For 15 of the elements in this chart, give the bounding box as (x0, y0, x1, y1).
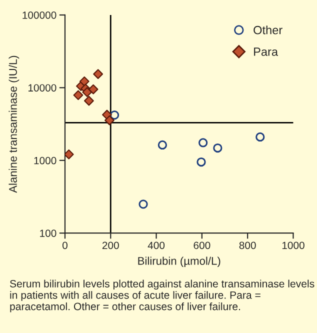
y-tick-label: 1000 (34, 156, 56, 164)
text: Serum bilirubin levels plotted against alanine transaminase levels in patients with all causes of acute liver failure. Para = paracetamol. Other = other causes of liver failure. (10, 280, 314, 312)
legend-label: Para (254, 48, 278, 56)
x-tick-label: 800 (239, 242, 256, 250)
x-axis-title: Bilirubin (µmol/L) (138, 256, 220, 268)
x-tick-label: 600 (194, 242, 210, 250)
x-tick-label: 1000 (282, 242, 304, 250)
x-tick-label: 200 (102, 242, 119, 250)
x-tick-label: 400 (148, 242, 165, 250)
y-tick-label: 10000 (28, 84, 56, 92)
y-tick-label: 100000 (22, 11, 56, 19)
legend-label: Other (254, 26, 282, 34)
x-tick-label: 0 (62, 242, 68, 250)
y-axis-title: Alanine transaminase (IU/L) (8, 56, 20, 193)
y-tick-label: 100 (40, 230, 56, 237)
